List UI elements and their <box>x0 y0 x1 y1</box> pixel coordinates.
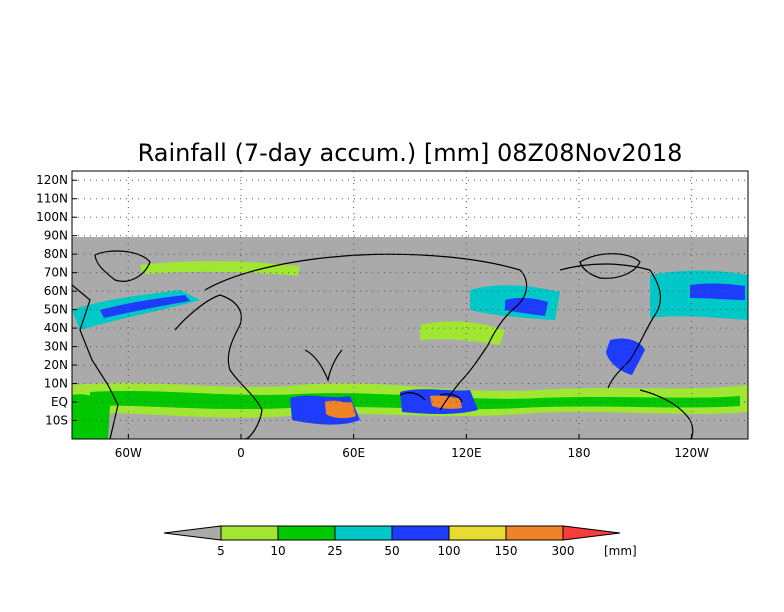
plot-frame <box>71 170 749 440</box>
latitude-tick-label: 60N <box>44 284 68 298</box>
colorbar-high-triangle <box>562 525 621 541</box>
colorbar-level-label: 10 <box>270 544 285 558</box>
longitude-tick-label: 180 <box>568 446 591 460</box>
longitude-tick-label: 120W <box>674 446 709 460</box>
rain-pacific-storm-core <box>505 297 548 316</box>
colorbar-swatch <box>277 525 336 541</box>
latitude-tick-label: 90N <box>44 229 68 243</box>
latitude-tick-label: 70N <box>44 266 68 280</box>
latitude-tick-label: 40N <box>44 321 68 335</box>
coastline-greenland-east <box>579 253 641 279</box>
rain-heavy-maritime <box>430 395 462 409</box>
latitude-tick-label: 50N <box>44 303 68 317</box>
colorbar-swatch <box>220 525 279 541</box>
rain-heavy-indian-ocean <box>325 400 356 419</box>
colorbar-unit: [mm] <box>604 544 637 558</box>
latitude-tick-label: 10S <box>45 414 68 428</box>
latitude-tick-label: EQ <box>51 395 68 409</box>
colorbar-swatch <box>391 525 450 541</box>
longitude-tick-label: 60W <box>115 446 142 460</box>
latitude-tick-label: 30N <box>44 340 68 354</box>
colorbar-swatch <box>505 525 564 541</box>
longitude-tick-label: 60E <box>342 446 365 460</box>
latitude-tick-label: 110N <box>36 192 68 206</box>
coastline-europe-africa <box>174 294 263 439</box>
colorbar-level-label: 25 <box>327 544 342 558</box>
latitude-tick-layer: 120N 110N 100N 90N 80N 70N 60N 50N 40N 30N 20N 10N E… <box>36 173 77 428</box>
latitude-tick-label: 120N <box>36 173 68 187</box>
coastline-north-america <box>559 263 662 389</box>
coastline-greenland-west <box>94 250 151 282</box>
rain-north-atlantic-east-core <box>690 283 745 300</box>
coastline-maritime-continent <box>399 392 463 403</box>
colorbar-level-label: 5 <box>217 544 225 558</box>
rain-north-pacific-band <box>420 321 505 345</box>
latitude-tick-label: 100N <box>36 210 68 224</box>
latitude-tick-label: 10N <box>44 377 68 391</box>
latitude-tick-label: 80N <box>44 247 68 261</box>
rain-subarctic-band <box>140 261 300 276</box>
rain-east-us <box>606 338 645 375</box>
colorbar-level-label: 150 <box>495 544 518 558</box>
longitude-tick-layer: 60W060E120E180120W60W <box>115 434 709 460</box>
rain-atlantic-storm-core <box>100 295 190 318</box>
colorbar-swatch <box>448 525 507 541</box>
colorbar-swatch <box>334 525 393 541</box>
rain-south-america <box>72 394 110 439</box>
coastline-layer <box>72 250 694 439</box>
coastline-india <box>304 349 343 383</box>
colorbar-level-label: 100 <box>438 544 461 558</box>
colorbar-level-label: 50 <box>384 544 399 558</box>
coastline-americas-west <box>72 284 119 439</box>
longitude-tick-label: 120E <box>451 446 482 460</box>
colorbar: 5 10 25 50 100 150 300 <box>163 525 621 558</box>
coastline-eurasia-north <box>204 253 528 306</box>
map-title: Rainfall (7-day accum.) [mm] 08Z08Nov201… <box>138 139 683 167</box>
latitude-tick-label: 20N <box>44 358 68 372</box>
colorbar-level-label: 300 <box>552 544 575 558</box>
colorbar-low-triangle <box>163 525 222 541</box>
longitude-tick-label: 0 <box>237 446 245 460</box>
